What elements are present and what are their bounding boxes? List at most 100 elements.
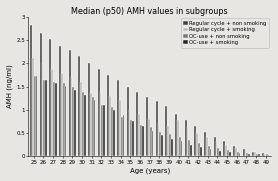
Bar [208, 146, 210, 156]
Bar [40, 33, 41, 156]
Bar [51, 69, 53, 156]
Bar [206, 137, 208, 156]
Bar [108, 75, 109, 156]
Bar [254, 152, 256, 156]
Bar [158, 123, 159, 156]
Bar [210, 149, 211, 156]
Bar [258, 154, 260, 156]
Bar [152, 131, 153, 156]
Bar [43, 79, 45, 156]
Bar [247, 153, 248, 156]
Bar [71, 77, 72, 156]
Bar [200, 147, 202, 156]
Legend: Regular cycle + non smoking, Regular cycle + smoking, OC-use + non smoking, OC-u: Regular cycle + non smoking, Regular cyc… [181, 18, 269, 48]
Bar [132, 121, 134, 156]
Bar [59, 46, 61, 156]
Bar [204, 132, 206, 156]
Bar [140, 125, 142, 156]
Bar [245, 150, 246, 156]
Bar [190, 145, 192, 156]
Bar [30, 25, 32, 156]
Bar [61, 73, 63, 156]
Bar [121, 117, 123, 156]
Bar [225, 145, 227, 156]
Bar [198, 143, 200, 156]
Bar [65, 86, 66, 156]
Bar [32, 58, 34, 156]
Bar [63, 83, 64, 156]
Bar [266, 154, 267, 156]
Bar [73, 87, 74, 156]
Bar [233, 146, 235, 156]
Bar [219, 151, 221, 156]
Title: Median (p50) AMH values in subgroups: Median (p50) AMH values in subgroups [71, 7, 228, 16]
Bar [130, 120, 132, 156]
Bar [239, 153, 240, 156]
Bar [165, 106, 167, 156]
Bar [127, 87, 128, 156]
Bar [55, 83, 57, 156]
Bar [36, 76, 37, 156]
X-axis label: Age (years): Age (years) [130, 168, 170, 174]
Bar [264, 153, 266, 156]
Bar [109, 96, 111, 156]
Bar [80, 82, 82, 156]
Bar [82, 92, 84, 156]
Bar [138, 114, 140, 156]
Y-axis label: AMH (ng/ml): AMH (ng/ml) [7, 65, 13, 108]
Bar [235, 148, 237, 156]
Bar [156, 101, 158, 156]
Bar [123, 115, 124, 156]
Bar [243, 149, 245, 156]
Bar [169, 134, 171, 156]
Bar [98, 69, 100, 156]
Bar [196, 133, 198, 156]
Bar [262, 153, 264, 156]
Bar [252, 152, 254, 156]
Bar [92, 97, 93, 156]
Bar [42, 63, 43, 156]
Bar [217, 148, 219, 156]
Bar [117, 81, 119, 156]
Bar [100, 92, 101, 156]
Bar [171, 139, 173, 156]
Bar [119, 100, 121, 156]
Bar [142, 126, 144, 156]
Bar [111, 108, 113, 156]
Bar [160, 132, 161, 156]
Bar [161, 135, 163, 156]
Bar [229, 152, 231, 156]
Bar [136, 92, 138, 156]
Bar [45, 79, 47, 156]
Bar [34, 76, 36, 156]
Bar [103, 105, 105, 156]
Bar [256, 154, 258, 156]
Bar [53, 82, 55, 156]
Bar [78, 56, 80, 156]
Bar [227, 150, 229, 156]
Bar [74, 90, 76, 156]
Bar [129, 110, 130, 156]
Bar [90, 94, 92, 156]
Bar [224, 141, 225, 156]
Bar [148, 119, 150, 156]
Bar [185, 120, 187, 156]
Bar [88, 63, 90, 156]
Bar [214, 137, 215, 156]
Bar [188, 140, 190, 156]
Bar [194, 126, 196, 156]
Bar [237, 152, 239, 156]
Bar [268, 155, 269, 156]
Bar [94, 100, 95, 156]
Bar [175, 113, 177, 156]
Bar [49, 39, 51, 156]
Bar [167, 126, 169, 156]
Bar [248, 154, 250, 156]
Bar [84, 95, 86, 156]
Bar [181, 141, 182, 156]
Bar [150, 127, 152, 156]
Bar [113, 110, 115, 156]
Bar [101, 105, 103, 156]
Bar [146, 97, 148, 156]
Bar [69, 50, 71, 156]
